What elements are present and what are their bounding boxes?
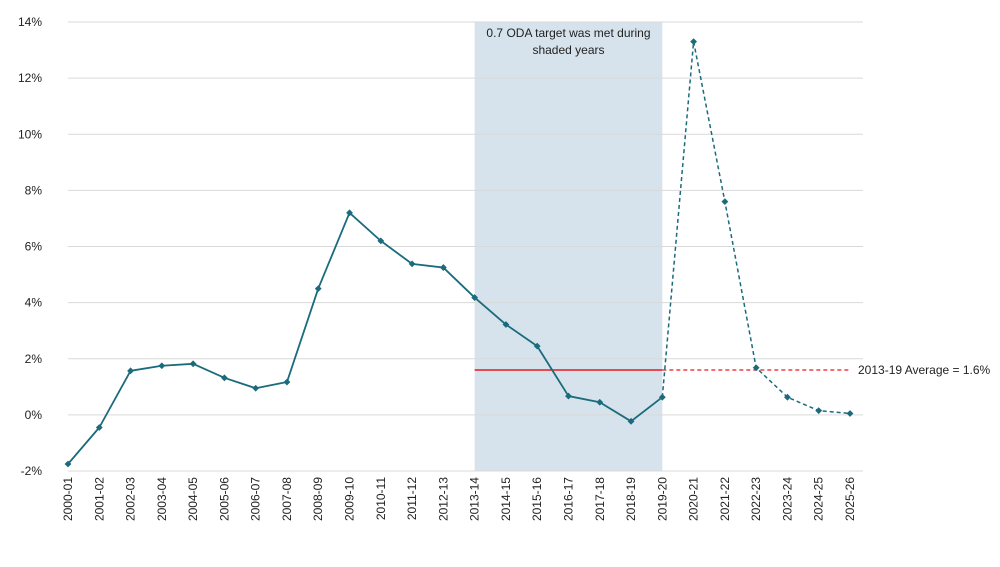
data-point xyxy=(158,362,166,370)
y-tick-label: -2% xyxy=(21,464,43,478)
data-point xyxy=(439,264,447,271)
y-tick-label: 10% xyxy=(18,127,42,141)
x-tick-label: 2003-04 xyxy=(155,477,169,521)
x-tick-label: 2022-23 xyxy=(749,477,763,521)
x-tick-label: 2015-16 xyxy=(530,477,544,521)
data-point xyxy=(64,460,72,468)
data-point xyxy=(221,374,228,382)
data-point xyxy=(815,407,823,415)
data-point xyxy=(252,384,260,392)
data-point xyxy=(471,294,479,301)
x-tick-label: 2008-09 xyxy=(311,477,325,521)
data-point xyxy=(377,237,385,245)
y-tick-label: 14% xyxy=(18,15,42,29)
data-point xyxy=(846,410,854,417)
x-tick-label: 2021-22 xyxy=(718,477,732,521)
x-tick-label: 2014-15 xyxy=(499,477,513,521)
x-tick-label: 2010-11 xyxy=(374,477,388,520)
data-point xyxy=(283,378,291,386)
x-tick-label: 2005-06 xyxy=(217,477,231,521)
x-tick-label: 2025-26 xyxy=(843,477,857,521)
x-tick-label: 2009-10 xyxy=(343,477,357,521)
x-tick-label: 2000-01 xyxy=(61,477,75,521)
x-tick-label: 2019-20 xyxy=(655,477,669,521)
x-tick-label: 2002-03 xyxy=(124,477,138,521)
x-tick-label: 2004-05 xyxy=(186,477,200,521)
series-layer xyxy=(67,41,851,465)
x-tick-label: 2024-25 xyxy=(812,477,826,521)
data-point xyxy=(189,360,197,368)
x-tick-label: 2013-14 xyxy=(468,477,482,521)
data-point xyxy=(502,321,510,328)
data-point xyxy=(690,38,697,46)
data-point xyxy=(314,285,322,292)
data-point xyxy=(596,398,604,406)
data-point xyxy=(127,367,134,375)
y-tick-label: 4% xyxy=(25,296,43,310)
average-line-label: 2013-19 Average = 1.6% xyxy=(858,363,991,377)
x-tick-label: 2016-17 xyxy=(561,477,575,521)
data-point xyxy=(95,424,103,431)
data-point xyxy=(346,209,353,217)
data-points-layer xyxy=(64,38,854,468)
data-point xyxy=(565,392,572,400)
data-point xyxy=(752,364,760,372)
series-line-actual xyxy=(67,211,663,465)
data-point xyxy=(627,417,635,425)
x-tick-label: 2018-19 xyxy=(624,477,638,521)
annotations-layer: 0.7 ODA target was met during shaded year… xyxy=(486,26,990,377)
data-point xyxy=(533,342,541,350)
x-tick-label: 2020-21 xyxy=(687,477,701,521)
shaded-region-label: shaded years xyxy=(532,43,604,57)
x-tick-label: 2012-13 xyxy=(436,477,450,521)
x-axis-ticks: 2000-01 2001-02 2002-03 2003-04 2004-05 2005-… xyxy=(61,477,857,521)
y-tick-label: 6% xyxy=(25,240,43,254)
x-tick-label: 2023-24 xyxy=(780,477,794,521)
x-tick-label: 2017-18 xyxy=(593,477,607,521)
data-point xyxy=(408,260,416,268)
y-axis-ticks: -2% 0% 2% 4% 6% 8% 10% 12% 14% xyxy=(18,15,42,478)
y-tick-label: 12% xyxy=(18,71,42,85)
x-tick-label: 2001-02 xyxy=(92,477,106,521)
x-tick-label: 2007-08 xyxy=(280,477,294,521)
y-tick-label: 2% xyxy=(25,352,43,366)
gridlines-layer xyxy=(68,21,863,472)
x-tick-label: 2011-12 xyxy=(405,477,419,520)
data-point xyxy=(721,198,729,205)
data-point xyxy=(784,393,791,401)
x-tick-label: 2006-07 xyxy=(249,477,263,521)
data-point xyxy=(658,393,666,401)
y-tick-label: 0% xyxy=(25,408,43,422)
y-tick-label: 8% xyxy=(25,183,43,197)
shaded-region-label: 0.7 ODA target was met during xyxy=(486,26,650,40)
series-line-forecast xyxy=(661,41,851,415)
